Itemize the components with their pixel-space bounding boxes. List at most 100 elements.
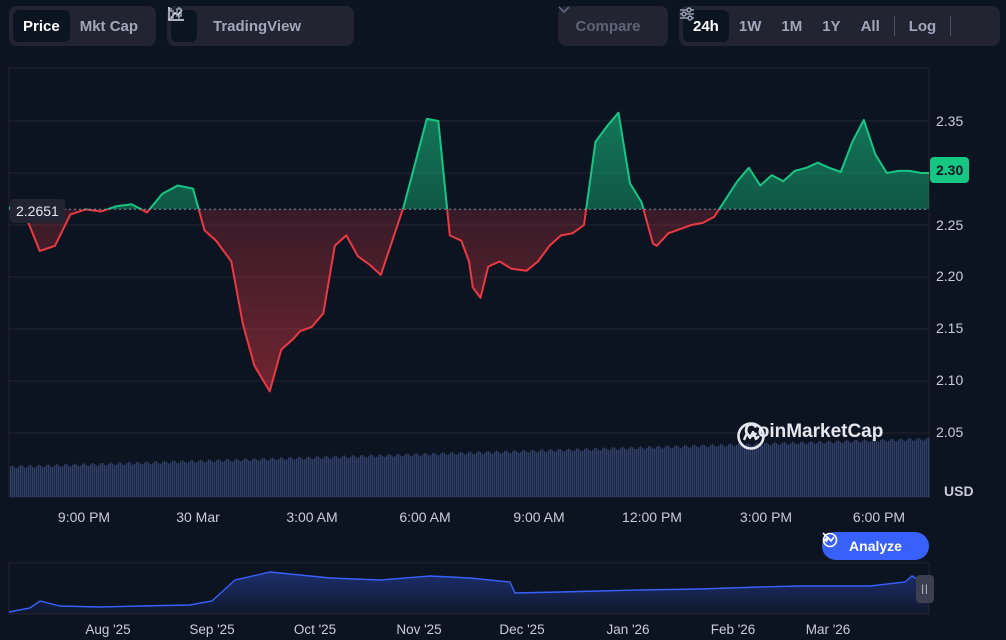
volume-bar <box>520 452 522 497</box>
volume-bar <box>98 465 100 497</box>
volume-bar <box>530 450 532 497</box>
compare-dropdown[interactable]: Compare <box>558 6 668 46</box>
volume-bar <box>812 442 814 497</box>
volume-bar <box>314 457 316 497</box>
volume-bar <box>568 448 570 497</box>
volume-bar <box>66 464 68 497</box>
volume-bar <box>824 443 826 497</box>
volume-bar <box>128 461 130 497</box>
range-24h[interactable]: 24h <box>683 10 729 42</box>
volume-bar <box>276 460 278 497</box>
tab-price[interactable]: Price <box>13 10 70 42</box>
range-1w[interactable]: 1W <box>738 17 762 35</box>
volume-bar <box>782 442 784 497</box>
volume-bar <box>688 447 690 497</box>
volume-bar <box>274 459 276 497</box>
volume-bar <box>772 443 774 497</box>
x-tick-label: 30 Mar <box>176 509 220 525</box>
volume-bar <box>28 465 30 497</box>
volume-bar <box>672 447 674 497</box>
volume-bar <box>20 465 22 497</box>
nav-x-tick-label: Oct '25 <box>293 622 337 637</box>
volume-bar <box>720 443 722 497</box>
volume-bar <box>866 440 868 497</box>
volume-bar <box>830 441 832 497</box>
volume-bar <box>132 464 134 497</box>
volume-bar <box>846 440 848 497</box>
volume-bar <box>214 462 216 497</box>
analyze-button[interactable]: Analyze <box>822 532 929 560</box>
volume-bar <box>176 462 178 497</box>
volume-bar <box>244 458 246 497</box>
volume-bar <box>84 463 86 497</box>
volume-bar <box>340 457 342 497</box>
volume-bar <box>746 443 748 497</box>
x-tick-label: 9:00 PM <box>57 509 111 525</box>
volume-bar <box>376 456 378 497</box>
volume-bar <box>820 441 822 497</box>
volume-bar <box>174 460 176 497</box>
volume-bar <box>710 444 712 497</box>
volume-bar <box>902 439 904 497</box>
volume-bar <box>896 441 898 497</box>
volume-bar <box>914 440 916 497</box>
volume-bar <box>46 464 48 497</box>
volume-bar <box>300 457 302 497</box>
chart-settings-button[interactable] <box>680 7 975 42</box>
navigator-area <box>9 572 929 614</box>
volume-bar <box>384 457 386 497</box>
volume-bar <box>500 453 502 497</box>
volume-bar <box>10 465 12 497</box>
volume-bar <box>686 445 688 497</box>
volume-bar <box>554 451 556 497</box>
volume-bar <box>394 456 396 497</box>
volume-bar <box>624 448 626 497</box>
volume-bar <box>74 463 76 497</box>
volume-bar <box>284 459 286 497</box>
log-scale-toggle[interactable]: Log <box>908 17 937 35</box>
volume-bar <box>880 440 882 497</box>
volume-bar <box>194 462 196 497</box>
volume-bar <box>234 459 236 497</box>
volume-bar <box>224 460 226 497</box>
volume-bar <box>390 454 392 497</box>
volume-bar <box>240 461 242 497</box>
volume-bar <box>486 451 488 497</box>
volume-bar <box>518 452 520 497</box>
volume-bar <box>278 459 280 497</box>
volume-bar <box>562 451 564 497</box>
volume-bar <box>548 450 550 497</box>
volume-bar <box>146 461 148 497</box>
volume-bar <box>762 445 764 497</box>
range-slider-handle[interactable]: || <box>916 575 934 603</box>
volume-bar <box>540 449 542 497</box>
range-1m[interactable]: 1M <box>781 17 803 35</box>
volume-bar <box>656 446 658 497</box>
volume-bar <box>816 443 818 497</box>
volume-bar <box>636 449 638 497</box>
volume-bar <box>854 440 856 497</box>
volume-bar <box>154 461 156 497</box>
volume-bar <box>918 437 920 497</box>
tab-mkt-cap[interactable]: Mkt Cap <box>79 17 139 35</box>
range-1y[interactable]: 1Y <box>822 17 841 35</box>
volume-bar <box>392 456 394 497</box>
volume-bar <box>678 446 680 497</box>
volume-bar <box>242 460 244 497</box>
volume-bar <box>260 459 262 497</box>
volume-bar <box>90 464 92 497</box>
line-chart-button[interactable] <box>168 7 197 42</box>
tradingview-button[interactable]: TradingView <box>168 7 311 42</box>
volume-bar <box>510 453 512 497</box>
volume-bar <box>418 455 420 497</box>
volume-bar <box>228 459 230 497</box>
volume-bar <box>618 449 620 497</box>
volume-bar <box>374 457 376 497</box>
range-all[interactable]: All <box>860 17 880 35</box>
volume-bar <box>490 453 492 497</box>
volume-bar <box>152 463 154 497</box>
volume-bar <box>112 463 114 497</box>
volume-bar <box>62 466 64 497</box>
